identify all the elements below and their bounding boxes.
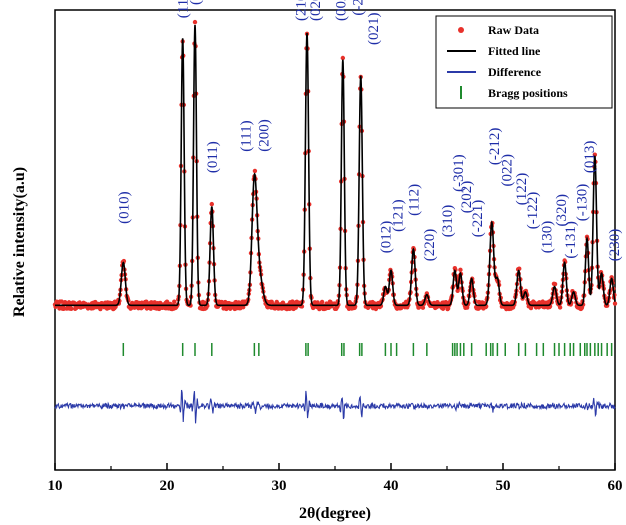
x-tick-label: 50 bbox=[496, 478, 511, 494]
peak-label: (-211) bbox=[350, 0, 366, 16]
raw-data-point bbox=[319, 299, 325, 305]
peak-label: (020) bbox=[308, 0, 324, 21]
x-tick-label: 10 bbox=[48, 478, 63, 494]
raw-data-point bbox=[192, 19, 198, 25]
legend-bragg-label: Bragg positions bbox=[488, 86, 568, 100]
peak-label: (122) bbox=[514, 173, 530, 206]
raw-data-point bbox=[69, 306, 74, 312]
x-axis-ticks: 10 20 30 40 50 60 bbox=[48, 463, 623, 494]
x-tick-label: 20 bbox=[160, 478, 175, 494]
peak-label: (-221) bbox=[470, 200, 486, 238]
peak-label: (010) bbox=[116, 191, 132, 224]
fitted-line bbox=[55, 24, 616, 307]
peak-label: (230) bbox=[607, 229, 623, 262]
peak-label: (202) bbox=[459, 181, 475, 214]
peak-label: (320) bbox=[554, 194, 570, 227]
peak-label: (210) bbox=[293, 0, 309, 21]
x-tick-label: 40 bbox=[384, 478, 399, 494]
peak-labels: (010) (110)(101) (011) (111)(200) (210)(020)… bbox=[116, 0, 623, 261]
x-tick-label: 60 bbox=[608, 478, 623, 494]
raw-data-point bbox=[517, 266, 522, 271]
bragg-positions-series bbox=[122, 343, 613, 356]
peak-label: (-131) bbox=[563, 221, 579, 259]
legend-box bbox=[435, 15, 613, 109]
peak-label: (-122) bbox=[525, 192, 541, 230]
raw-data-point bbox=[252, 168, 258, 174]
peak-label: (121) bbox=[391, 199, 407, 232]
fitted-line-series bbox=[55, 24, 616, 307]
legend-fit-label: Fitted line bbox=[488, 44, 541, 58]
legend: Raw Data Fitted line Difference Bragg po… bbox=[435, 15, 613, 109]
peak-label: (012) bbox=[378, 221, 394, 254]
raw-data-point bbox=[420, 305, 426, 310]
raw-data-point bbox=[592, 152, 598, 157]
peak-label: (111) bbox=[238, 120, 254, 151]
raw-data-point bbox=[209, 201, 214, 207]
peak-label: (013) bbox=[582, 141, 598, 174]
raw-data-point bbox=[612, 301, 618, 306]
peak-label: (130) bbox=[540, 221, 556, 254]
raw-data-point bbox=[340, 55, 346, 61]
peak-label: (002) bbox=[334, 0, 350, 21]
legend-raw-label: Raw Data bbox=[488, 23, 539, 37]
peak-label: (101) bbox=[188, 0, 204, 5]
peak-label: (011) bbox=[205, 141, 221, 173]
peak-label: (110) bbox=[176, 0, 192, 18]
peak-label: (220) bbox=[422, 229, 438, 262]
legend-difference-label: Difference bbox=[488, 65, 542, 79]
raw-data-point bbox=[557, 305, 563, 310]
raw-data-point bbox=[552, 281, 558, 287]
peak-label: (022) bbox=[499, 154, 515, 187]
raw-data-point bbox=[458, 267, 463, 273]
peak-label: (310) bbox=[440, 205, 456, 238]
difference-line bbox=[54, 389, 616, 424]
peak-label: (200) bbox=[256, 119, 272, 152]
x-tick-label: 30 bbox=[272, 478, 287, 494]
raw-data-point bbox=[172, 299, 177, 304]
x-axis-title: 2θ(degree) bbox=[299, 505, 371, 522]
peak-label: (-130) bbox=[574, 184, 590, 222]
peak-label: (112) bbox=[406, 184, 422, 216]
peak-label: (-301) bbox=[451, 154, 467, 192]
raw-data-point bbox=[443, 300, 449, 305]
peak-label: (021) bbox=[366, 12, 382, 45]
y-axis-title: Relative intensity(a.u) bbox=[11, 167, 28, 317]
difference-series bbox=[54, 389, 616, 424]
peak-label: (-212) bbox=[487, 128, 503, 166]
legend-raw-marker bbox=[458, 27, 464, 33]
